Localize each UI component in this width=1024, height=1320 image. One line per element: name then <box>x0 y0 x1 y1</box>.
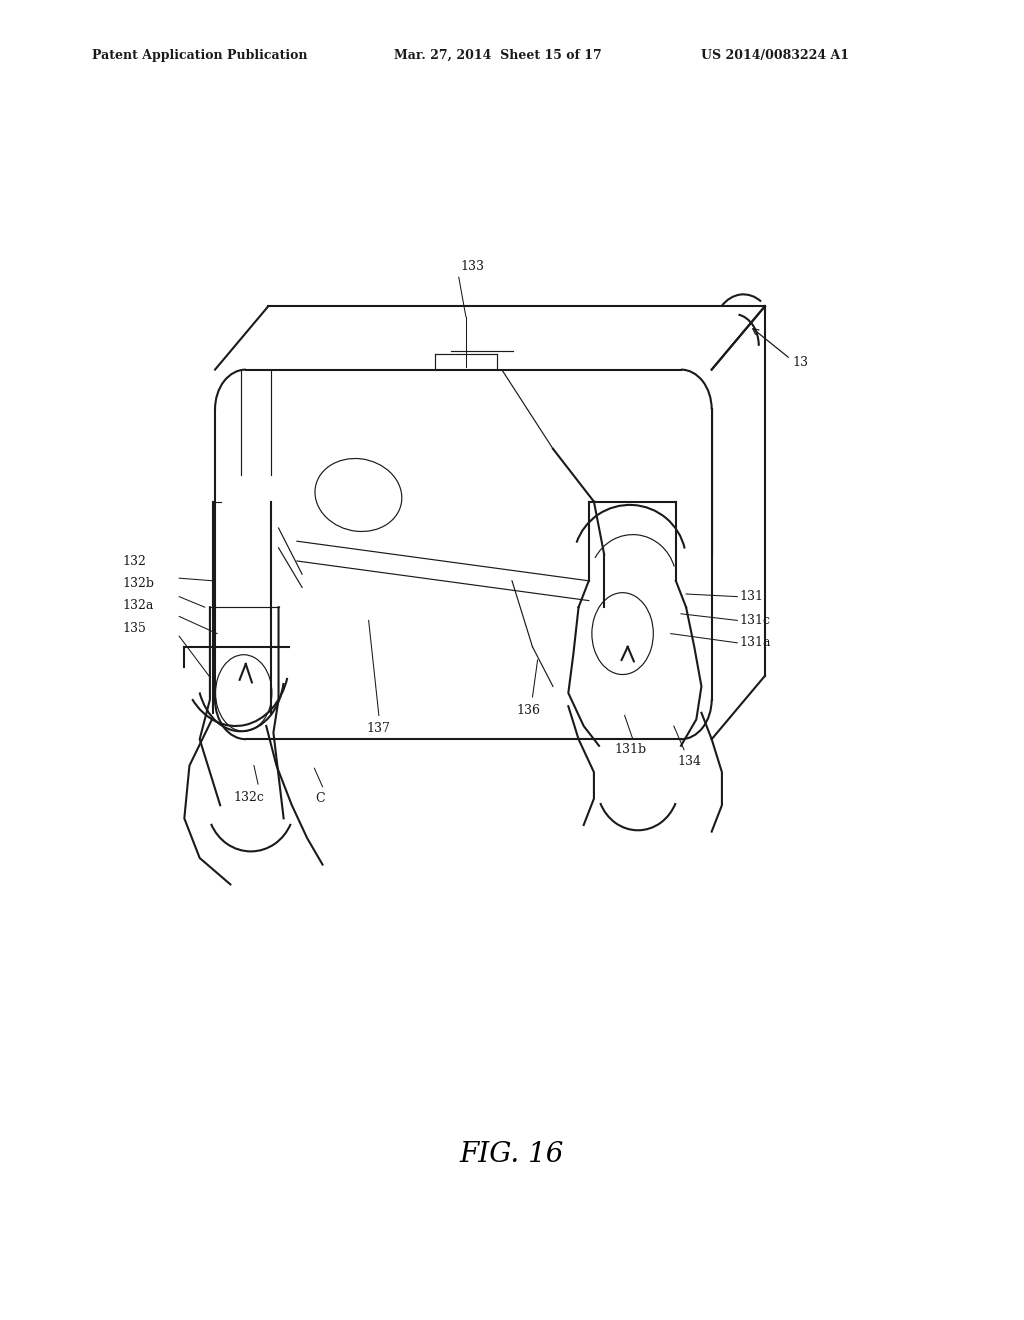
Text: 135: 135 <box>123 622 146 635</box>
Text: Mar. 27, 2014  Sheet 15 of 17: Mar. 27, 2014 Sheet 15 of 17 <box>394 49 602 62</box>
Text: 131a: 131a <box>739 636 771 649</box>
Text: 137: 137 <box>367 722 390 735</box>
Text: Patent Application Publication: Patent Application Publication <box>92 49 307 62</box>
Text: US 2014/0083224 A1: US 2014/0083224 A1 <box>701 49 850 62</box>
Text: 131: 131 <box>739 590 763 603</box>
Text: C: C <box>315 792 325 805</box>
Text: 132: 132 <box>123 554 146 568</box>
Text: 136: 136 <box>516 704 540 717</box>
Text: 131b: 131b <box>614 743 646 756</box>
Text: FIG. 16: FIG. 16 <box>460 1142 564 1168</box>
Text: 132b: 132b <box>123 577 155 590</box>
Text: 13: 13 <box>793 356 809 370</box>
Text: 132a: 132a <box>123 599 155 612</box>
Text: 134: 134 <box>678 755 701 768</box>
Text: 131c: 131c <box>739 614 770 627</box>
Text: 133: 133 <box>461 260 484 273</box>
Text: 132c: 132c <box>233 791 264 804</box>
